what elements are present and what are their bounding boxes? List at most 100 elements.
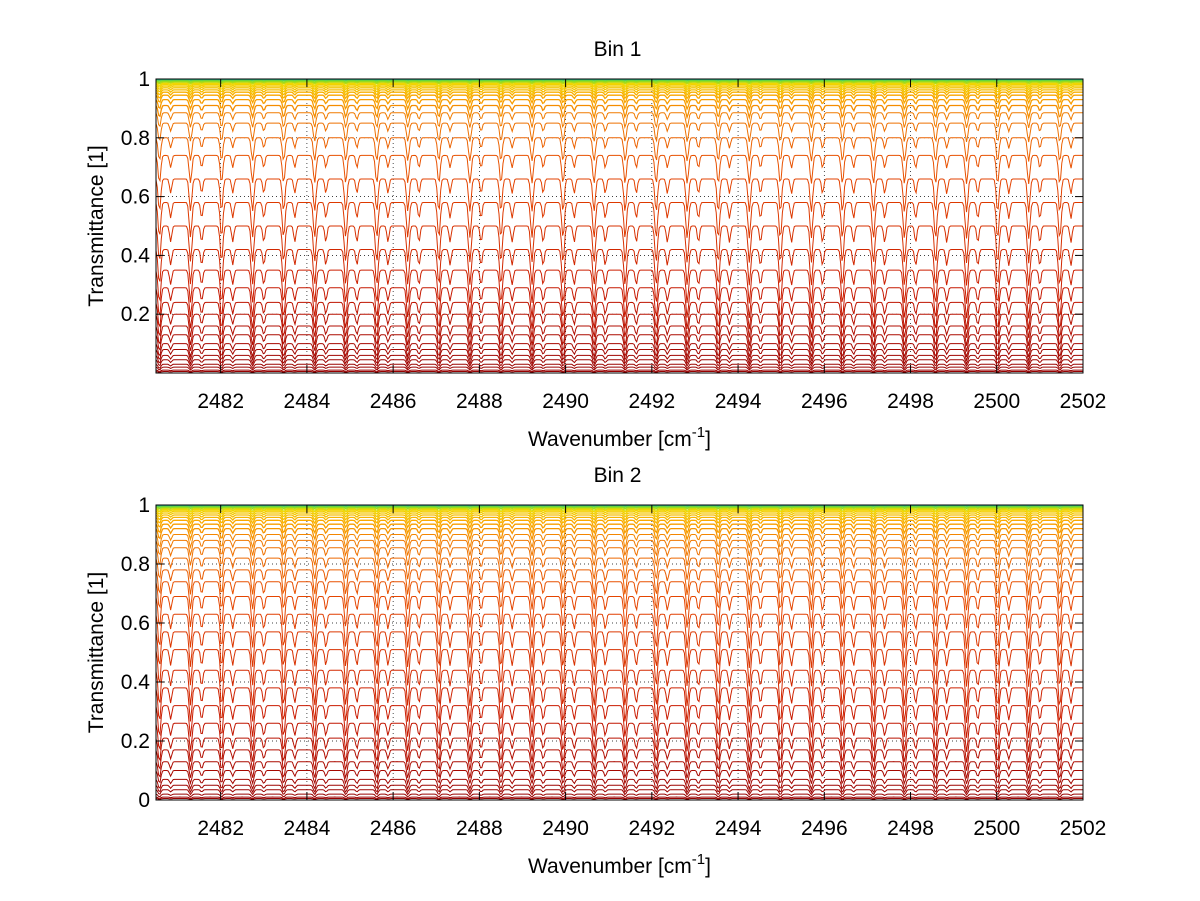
series-line bbox=[156, 94, 1083, 105]
series-line bbox=[156, 547, 1083, 567]
series-line bbox=[156, 248, 1083, 286]
series-line bbox=[156, 343, 1083, 359]
series-line bbox=[156, 793, 1083, 798]
y-tick-label: 0.4 bbox=[121, 671, 151, 694]
series-line bbox=[156, 789, 1083, 796]
series-line bbox=[156, 313, 1083, 339]
series-line bbox=[156, 79, 1083, 82]
series-line bbox=[156, 301, 1083, 330]
series-line bbox=[156, 89, 1083, 97]
series-line bbox=[156, 506, 1083, 510]
series-line bbox=[156, 510, 1083, 516]
x-tick-label: 2484 bbox=[284, 817, 331, 840]
series-line bbox=[156, 178, 1083, 213]
series-line bbox=[156, 137, 1083, 162]
series-line bbox=[156, 761, 1083, 780]
grid bbox=[156, 505, 1083, 800]
series-line bbox=[156, 112, 1083, 130]
x-tick-label: 2496 bbox=[801, 390, 848, 413]
y-tick-label: 1 bbox=[138, 68, 150, 91]
series-line bbox=[156, 557, 1083, 581]
y-axis-label: Transmittance [1] bbox=[85, 145, 108, 306]
x-tick-label: 2498 bbox=[887, 390, 934, 413]
series-line bbox=[156, 649, 1083, 687]
series-line bbox=[156, 225, 1083, 264]
series-line bbox=[156, 784, 1083, 794]
series-line bbox=[156, 349, 1083, 363]
x-tick-label: 2482 bbox=[197, 390, 244, 413]
series-line bbox=[156, 202, 1083, 239]
y-tick-label: 0.2 bbox=[121, 303, 150, 326]
x-tick-label: 2488 bbox=[456, 817, 503, 840]
series-line bbox=[156, 523, 1083, 536]
series-line bbox=[156, 596, 1083, 629]
y-tick-label: 0.4 bbox=[121, 244, 151, 267]
series-line bbox=[156, 705, 1083, 739]
series-line bbox=[156, 363, 1083, 370]
chart-title: Bin 1 bbox=[594, 38, 642, 61]
x-tick-label: 2490 bbox=[542, 817, 589, 840]
series-line bbox=[156, 687, 1083, 724]
y-axis-label: Transmittance [1] bbox=[85, 572, 108, 733]
series-line bbox=[156, 87, 1083, 94]
x-tick-label: 2496 bbox=[801, 817, 848, 840]
series-line bbox=[156, 631, 1083, 669]
axes-box bbox=[155, 504, 1084, 801]
series-line bbox=[156, 83, 1083, 89]
series-line bbox=[156, 796, 1083, 800]
x-tick-label: 2488 bbox=[456, 390, 503, 413]
x-tick-label: 2492 bbox=[628, 390, 675, 413]
series-line bbox=[156, 534, 1083, 550]
series-line bbox=[156, 334, 1083, 353]
series-line bbox=[156, 722, 1083, 753]
series-line bbox=[156, 354, 1083, 366]
y-tick-label: 0.8 bbox=[121, 553, 150, 576]
series-line bbox=[156, 509, 1083, 513]
series-lines bbox=[156, 504, 1083, 800]
x-tick-label: 2500 bbox=[973, 390, 1020, 413]
x-tick-label: 2502 bbox=[1060, 817, 1107, 840]
series-line bbox=[156, 269, 1083, 304]
series-line bbox=[156, 91, 1083, 101]
series-line bbox=[156, 507, 1083, 512]
y-tick-label: 0.6 bbox=[121, 612, 150, 635]
series-line bbox=[156, 369, 1083, 373]
chart-title: Bin 2 bbox=[594, 464, 642, 487]
series-line bbox=[156, 539, 1083, 558]
axes-box bbox=[155, 78, 1084, 374]
series-line bbox=[156, 519, 1083, 530]
series-lines bbox=[156, 78, 1083, 373]
y-tick-label: 0.8 bbox=[121, 127, 150, 150]
y-tick-label: 0 bbox=[138, 789, 150, 812]
series-line bbox=[156, 778, 1083, 791]
x-tick-label: 2494 bbox=[715, 390, 762, 413]
x-axis-label: Wavenumber [cm-1] bbox=[528, 424, 711, 451]
series-line bbox=[156, 514, 1083, 522]
x-tick-label: 2500 bbox=[973, 817, 1020, 840]
chart-2: 2482 2484 2486 2488 2490 2492 2494 2496 2498 2500… bbox=[85, 464, 1106, 878]
series-line bbox=[156, 749, 1083, 772]
series-line bbox=[156, 82, 1083, 87]
series-line bbox=[156, 569, 1083, 596]
chart-1: 2482 2484 2486 2488 2490 2492 2494 2496 2498 2500… bbox=[85, 38, 1106, 451]
series-line bbox=[156, 80, 1083, 84]
x-tick-label: 2502 bbox=[1060, 390, 1107, 413]
x-tick-label: 2490 bbox=[542, 390, 589, 413]
series-line bbox=[156, 154, 1083, 185]
series-line bbox=[156, 287, 1083, 319]
series-line bbox=[156, 122, 1083, 143]
y-tick-label: 0.2 bbox=[121, 730, 150, 753]
x-tick-label: 2486 bbox=[370, 817, 417, 840]
series-line bbox=[156, 516, 1083, 525]
series-line bbox=[156, 85, 1083, 91]
x-axis-label: Wavenumber [cm-1] bbox=[528, 851, 711, 878]
series-line bbox=[156, 512, 1083, 518]
x-tick-label: 2494 bbox=[715, 817, 762, 840]
x-tick-label: 2482 bbox=[197, 817, 244, 840]
y-tick-label: 1 bbox=[138, 494, 150, 517]
series-line bbox=[156, 527, 1083, 542]
series-line bbox=[156, 104, 1083, 121]
series-line bbox=[156, 81, 1083, 85]
series-line bbox=[156, 798, 1083, 800]
